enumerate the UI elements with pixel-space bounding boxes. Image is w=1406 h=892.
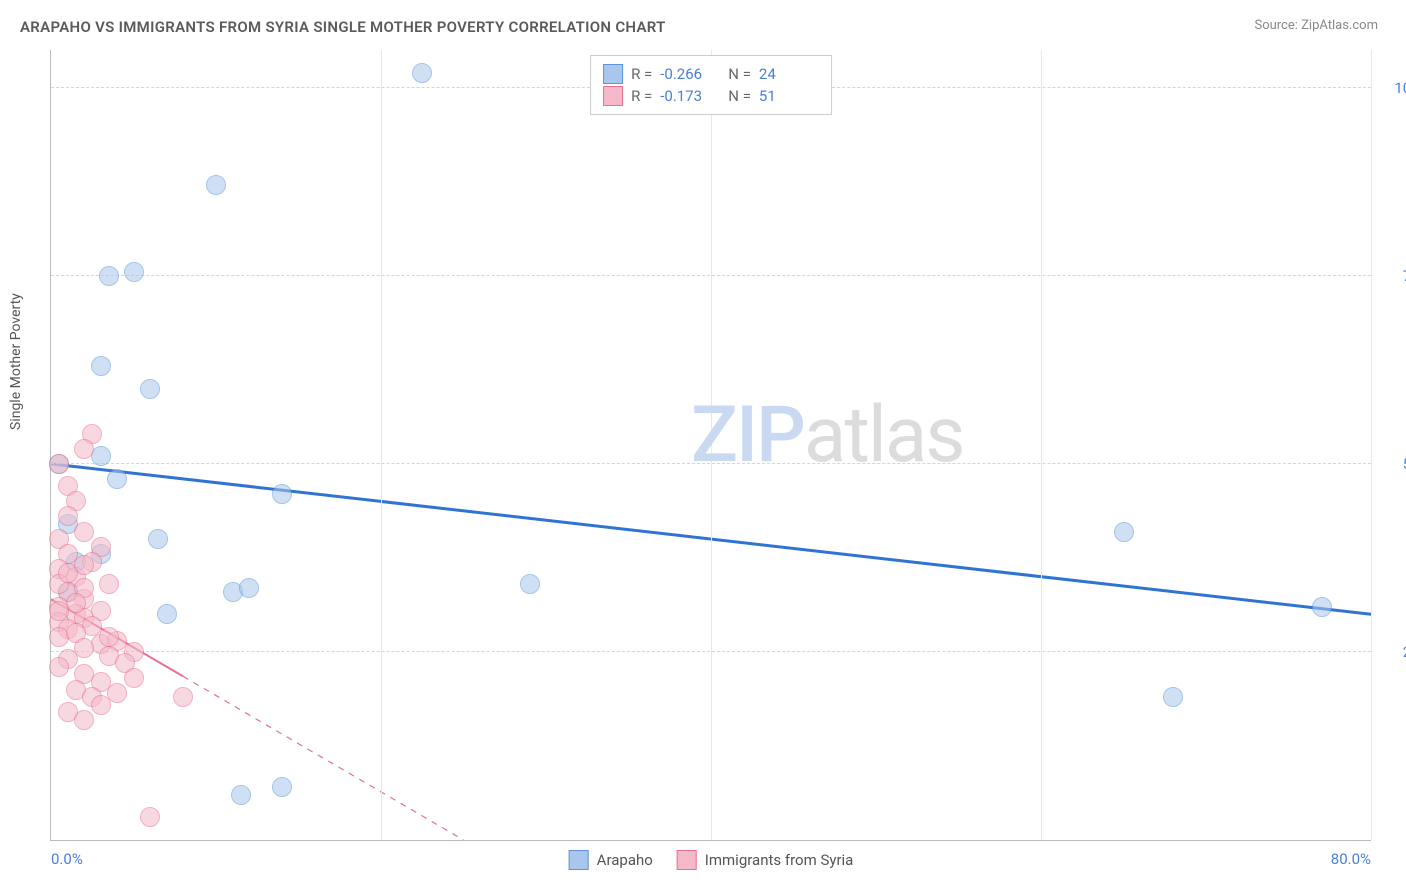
legend-item: Arapaho	[569, 850, 653, 870]
data-point	[140, 807, 160, 827]
data-point	[239, 578, 259, 598]
data-point	[49, 657, 69, 677]
data-point	[1163, 687, 1183, 707]
data-point	[74, 710, 94, 730]
watermark: ZIPatlas	[691, 390, 964, 481]
data-point	[1114, 522, 1134, 542]
data-point	[140, 379, 160, 399]
data-point	[74, 439, 94, 459]
legend-swatch	[677, 850, 697, 870]
data-point	[107, 683, 127, 703]
data-point	[49, 454, 69, 474]
data-point	[49, 601, 69, 621]
legend-stats-row: R = -0.266 N = 24	[603, 64, 819, 84]
y-tick-label: 50.0%	[1383, 455, 1406, 473]
data-point	[1312, 597, 1332, 617]
data-point	[272, 484, 292, 504]
data-point	[91, 695, 111, 715]
data-point	[231, 785, 251, 805]
data-point	[124, 668, 144, 688]
data-point	[272, 777, 292, 797]
legend-stats: R = -0.266 N = 24 R = -0.173 N = 51	[590, 55, 832, 115]
data-point	[91, 356, 111, 376]
data-point	[412, 63, 432, 83]
legend-swatch	[569, 850, 589, 870]
y-axis-label: Single Mother Poverty	[8, 293, 24, 430]
gridline	[381, 50, 382, 840]
legend-swatch	[603, 86, 623, 106]
data-point	[58, 506, 78, 526]
data-point	[74, 638, 94, 658]
data-point	[99, 627, 119, 647]
chart-container: ARAPAHO VS IMMIGRANTS FROM SYRIA SINGLE …	[0, 0, 1406, 892]
data-point	[99, 574, 119, 594]
gridline	[711, 50, 712, 840]
legend-series: Arapaho Immigrants from Syria	[569, 850, 854, 870]
y-tick-label: 100.0%	[1383, 79, 1406, 97]
data-point	[74, 522, 94, 542]
data-point	[157, 604, 177, 624]
legend-stats-row: R = -0.173 N = 51	[603, 86, 819, 106]
plot-area: ZIPatlas R = -0.266 N = 24 R = -0.173 N …	[50, 50, 1371, 841]
data-point	[173, 687, 193, 707]
data-point	[124, 262, 144, 282]
data-point	[206, 175, 226, 195]
legend-swatch	[603, 64, 623, 84]
data-point	[74, 555, 94, 575]
gridline	[1371, 50, 1372, 840]
chart-title: ARAPAHO VS IMMIGRANTS FROM SYRIA SINGLE …	[20, 18, 666, 36]
y-tick-label: 75.0%	[1383, 267, 1406, 285]
data-point	[107, 469, 127, 489]
source-label: Source: ZipAtlas.com	[1254, 18, 1378, 33]
gridline	[1041, 50, 1042, 840]
legend-item: Immigrants from Syria	[677, 850, 854, 870]
data-point	[148, 529, 168, 549]
y-tick-label: 25.0%	[1383, 643, 1406, 661]
data-point	[99, 266, 119, 286]
x-tick-label: 0.0%	[51, 850, 83, 868]
data-point	[520, 574, 540, 594]
x-tick-label: 80.0%	[1331, 850, 1371, 868]
